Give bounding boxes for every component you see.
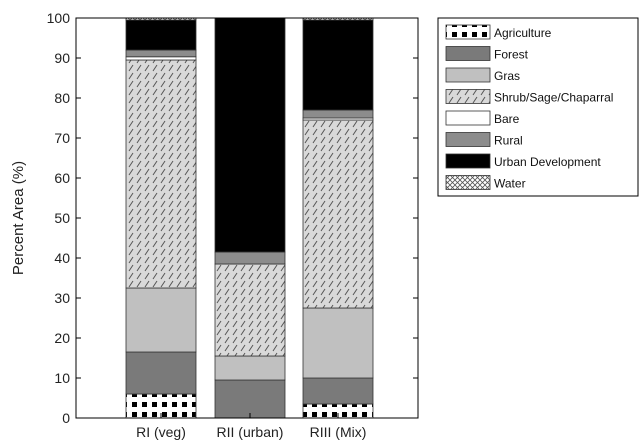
plot-area: 0 10 20 30 40 50 60 70 80 90 100 RI (veg) RII (urban…: [10, 10, 419, 440]
y-tick-label: 100: [47, 10, 71, 26]
bar-segment-rii-urban-rural: [214, 251, 286, 265]
bar-segment-ri-veg-forest: [125, 351, 197, 395]
y-tick-label: 70: [54, 130, 70, 146]
legend-swatch-gras: [445, 67, 491, 83]
bar-segment-ri-veg-shrub-sage-chaparral: [125, 59, 197, 289]
x-tick-label-ri-veg: RI (veg): [136, 424, 186, 440]
bar-segment-riii-mix-rural: [302, 109, 374, 119]
legend-swatch-rural: [445, 132, 491, 147]
legend-swatch-shrub-sage-chaparral: [445, 89, 491, 104]
y-tick-label: 80: [54, 90, 70, 106]
bar-segment-rii-urban-forest: [214, 379, 286, 419]
y-tick-label: 20: [54, 330, 70, 346]
legend-swatch-bare: [445, 110, 491, 126]
legend-swatch-water: [445, 175, 491, 190]
legend-label-gras: Gras: [494, 69, 520, 83]
legend-label-shrub-sage-chaparral: Shrub/Sage/Chaparral: [494, 91, 613, 105]
legend: Agriculture Forest Gras Shrub/Sage/Chaparra…: [437, 17, 639, 197]
legend-swatch-urban-development: [445, 153, 491, 169]
bar-segment-riii-mix-shrub-sage-chaparral: [302, 119, 374, 309]
bar-segment-rii-urban-shrub-sage-chaparral: [214, 263, 286, 357]
y-axis-label: Percent Area (%): [10, 161, 27, 275]
bar-segment-ri-veg-bare: [125, 56, 197, 61]
bar-segment-riii-mix-urban-development: [302, 19, 374, 111]
legend-label-water: Water: [494, 177, 526, 191]
legend-label-urban-development: Urban Development: [494, 155, 601, 169]
bar-segment-ri-veg-rural: [125, 49, 197, 58]
bar-segment-ri-veg-gras: [125, 287, 197, 353]
y-tick-label: 50: [54, 210, 70, 226]
legend-label-rural: Rural: [494, 134, 523, 148]
bar-segment-rii-urban-gras: [214, 355, 286, 381]
legend-swatch-forest: [445, 46, 491, 61]
bar-segment-rii-urban-urban-development: [214, 17, 286, 253]
y-tick-label: 30: [54, 290, 70, 306]
legend-box: [437, 17, 639, 197]
y-tick-label: 60: [54, 170, 70, 186]
bar-segment-riii-mix-forest: [302, 377, 374, 405]
legend-label-bare: Bare: [494, 112, 520, 126]
bar-segment-ri-veg-urban-development: [125, 19, 197, 51]
x-tick-label-rii-urban: RII (urban): [217, 424, 284, 440]
legend-label-forest: Forest: [494, 48, 529, 62]
x-tick-label-riii-mix: RIII (Mix): [310, 424, 367, 440]
y-tick-label: 40: [54, 250, 70, 266]
legend-label-agriculture: Agriculture: [494, 26, 552, 40]
y-tick-label: 10: [54, 370, 70, 386]
legend-swatch-agriculture: [445, 24, 491, 40]
y-tick-label: 90: [54, 50, 70, 66]
y-tick-label: 0: [62, 410, 70, 426]
bar-segment-riii-mix-gras: [302, 307, 374, 379]
